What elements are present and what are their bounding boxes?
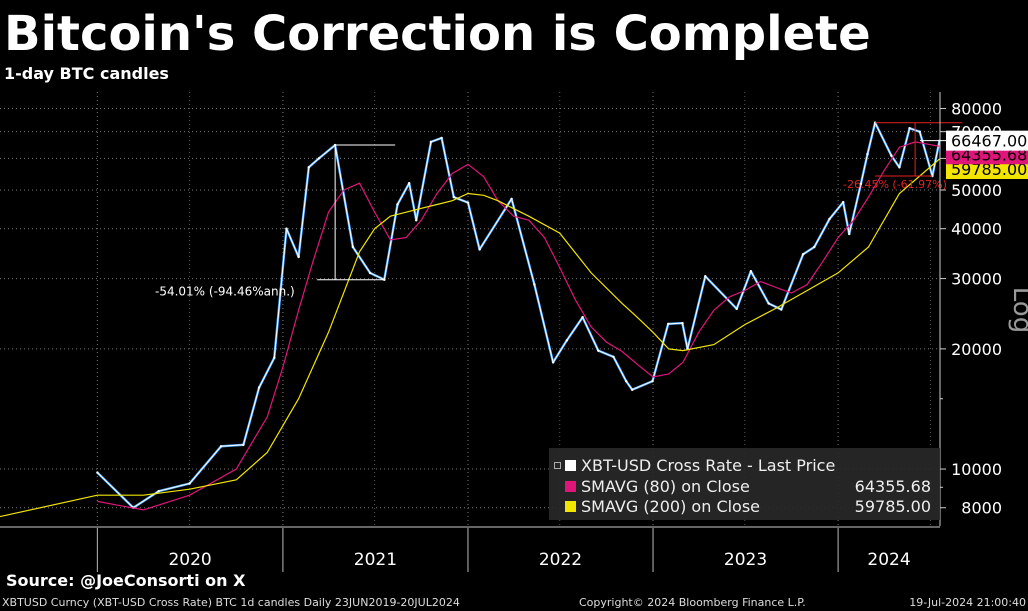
footer-timestamp: 19-Jul-2024 21:00:40	[909, 596, 1026, 609]
last-price-tag-text: 66467.00	[951, 132, 1027, 151]
legend-label-sma200: SMAVG (200) on Close	[581, 497, 761, 516]
legend-swatch-sma80	[565, 481, 576, 492]
y-tick-label: 10000	[951, 460, 1002, 479]
price-point	[801, 253, 805, 256]
price-point	[219, 445, 223, 448]
price-point	[415, 219, 418, 222]
legend-item-price: XBT-USD Cross Rate - Last Price	[559, 456, 933, 476]
axis-layer: 2020 2021 2022 2023 2024 8000 10000 20000 30000 4…	[0, 92, 1028, 572]
price-point	[612, 355, 615, 359]
price-point	[533, 283, 536, 286]
legend-label-sma80: SMAVG (80) on Close	[581, 477, 750, 496]
y-tick-label: 50000	[951, 181, 1002, 200]
legend-value-sma200: 59785.00	[854, 497, 931, 516]
price-point	[317, 157, 321, 160]
footer-copyright: Copyright© 2024 Bloomberg Finance L.P.	[579, 596, 806, 609]
y-tick-label: 8000	[961, 499, 1002, 518]
price-point	[407, 182, 411, 185]
legend-label-price: XBT-USD Cross Rate - Last Price	[581, 456, 836, 475]
price-point	[351, 245, 355, 249]
footer-ticker-info: XBTUSD Curncy (XBT-USD Cross Rate) BTC 1…	[2, 596, 460, 609]
x-tick-label: 2024	[867, 550, 910, 570]
price-point	[813, 245, 816, 249]
y-tick-label: 40000	[951, 220, 1002, 239]
legend-swatch-sma200	[565, 501, 576, 512]
price-point	[651, 379, 654, 383]
price-point	[565, 339, 569, 342]
price-point	[631, 388, 634, 391]
price-point	[866, 152, 869, 156]
price-point	[828, 217, 831, 221]
sma200-line	[0, 158, 940, 518]
legend-toggle-icon[interactable]	[554, 462, 561, 469]
price-point	[859, 182, 863, 186]
price-point	[667, 322, 670, 326]
price-point	[510, 197, 513, 201]
legend-value-sma80: 64355.68	[854, 477, 931, 496]
log-scale-label: Log	[1007, 287, 1028, 333]
drawdown-2024-label: -26.45% (-61.97%)	[843, 178, 947, 191]
price-point	[848, 232, 851, 236]
x-tick-label: 2022	[539, 550, 582, 570]
price-point	[440, 136, 443, 140]
price-point	[681, 321, 684, 325]
price-point	[478, 248, 481, 251]
price-point	[188, 482, 191, 485]
price-point	[96, 471, 99, 474]
price-point	[841, 201, 845, 204]
price-point	[918, 130, 921, 133]
grid-layer	[0, 92, 940, 526]
price-point	[285, 227, 288, 230]
price-point	[466, 201, 470, 204]
price-point	[780, 308, 783, 311]
sma80-line	[97, 141, 940, 511]
price-point	[749, 270, 753, 273]
price-point	[429, 140, 433, 144]
chart-subtitle: 1-day BTC candles	[4, 64, 169, 83]
price-point	[257, 386, 261, 389]
price-point	[452, 195, 455, 199]
legend-item-sma200: SMAVG (200) on Close 59785.00	[559, 497, 933, 517]
price-point	[368, 271, 372, 275]
chart-title: Bitcoin's Correction is Complete	[4, 6, 871, 62]
x-tick-label: 2020	[168, 550, 211, 570]
price-point	[307, 166, 310, 169]
price-point	[273, 356, 276, 359]
price-point	[242, 443, 245, 447]
series-layer	[0, 121, 941, 518]
x-tick-label: 2021	[354, 550, 397, 570]
y-tick-label: 30000	[951, 270, 1002, 289]
price-point	[581, 316, 584, 319]
price-point	[624, 379, 628, 383]
source-credit: Source: @JoeConsorti on X	[6, 571, 246, 590]
price-point	[908, 127, 911, 130]
price-point	[898, 166, 901, 169]
drawdown-2021-label: -54.01% (-94.46%ann.)	[155, 285, 295, 299]
price-point	[704, 275, 707, 278]
last-price-tag	[946, 130, 1028, 151]
x-tick-label: 2023	[724, 550, 767, 570]
y-tick-label: 80000	[951, 100, 1002, 119]
price-point	[551, 361, 555, 364]
price-line	[96, 122, 940, 509]
legend-swatch-price	[565, 460, 576, 471]
legend-item-sma80: SMAVG (80) on Close 64355.68	[559, 477, 933, 497]
price-point	[396, 203, 399, 206]
y-tick-label: 20000	[951, 340, 1002, 359]
price-point	[735, 307, 738, 311]
price-point	[597, 349, 600, 352]
annotation-layer: -54.01% (-94.46%ann.) -26.45% (-61.97%)	[155, 122, 963, 299]
price-point	[767, 302, 770, 305]
last-price-tag-text: 59785.00	[951, 160, 1027, 179]
chart-legend: XBT-USD Cross Rate - Last Price SMAVG (8…	[549, 448, 940, 520]
price-point	[890, 154, 893, 157]
price-point	[297, 255, 300, 259]
price-point	[157, 490, 160, 493]
